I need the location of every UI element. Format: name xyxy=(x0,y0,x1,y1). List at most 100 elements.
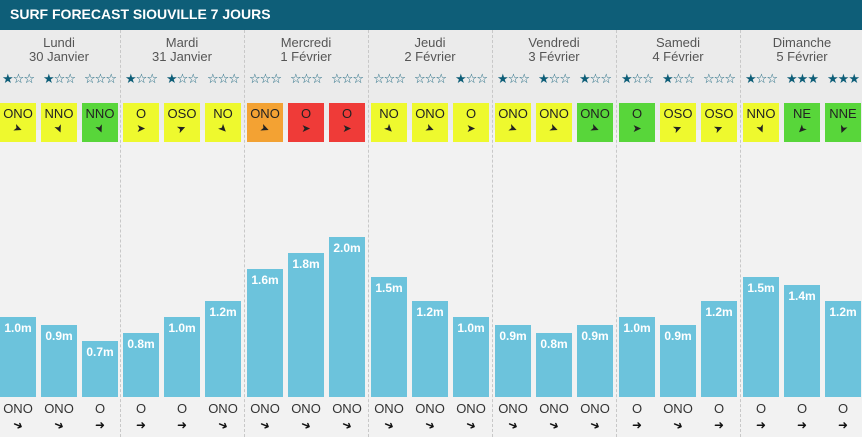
wind-direction-cell: O ➤ xyxy=(123,103,159,142)
star-rating: ★☆☆ xyxy=(43,72,76,87)
day-name: Samedi xyxy=(655,35,701,50)
wave-height-bar xyxy=(577,325,613,397)
swell-direction-label: ONO xyxy=(44,401,74,416)
day-divider xyxy=(492,30,493,437)
day-date: 30 Janvier xyxy=(29,49,89,64)
swell-direction-label: ONO xyxy=(539,401,569,416)
wave-height-label: 1.4m xyxy=(788,289,816,303)
wind-arrow-icon: ➤ xyxy=(423,120,437,137)
wind-direction-label: NO xyxy=(379,106,399,121)
day-name: Lundi xyxy=(43,35,75,50)
swell-direction-label: ONO xyxy=(291,401,321,416)
wave-height-label: 1.2m xyxy=(209,305,237,319)
wind-arrow-icon: ➤ xyxy=(632,122,642,135)
wave-height-label: 0.7m xyxy=(86,345,114,359)
wave-height-bar xyxy=(701,301,737,397)
wind-arrow-icon: ➤ xyxy=(92,122,109,136)
wave-height-bar xyxy=(205,301,241,397)
wind-arrow-icon: ➤ xyxy=(381,120,398,137)
day-divider xyxy=(740,30,741,437)
star-rating: ★☆☆ xyxy=(166,72,199,87)
swell-arrow-icon: ➜ xyxy=(176,418,188,432)
day-date: 5 Février xyxy=(776,49,828,64)
wave-height-bar xyxy=(247,269,283,397)
wave-height-bar xyxy=(164,317,200,397)
day-header: Lundi 30 Janvier xyxy=(0,36,118,64)
swell-direction-label: O xyxy=(176,401,188,416)
wave-height-label: 0.9m xyxy=(499,329,527,343)
wind-arrow-icon: ➤ xyxy=(547,120,561,137)
day-header: Vendredi 3 Février xyxy=(495,36,613,64)
swell-direction-label: ONO xyxy=(498,401,528,416)
star-rating: ★☆☆ xyxy=(662,72,695,87)
wind-arrow-icon: ➤ xyxy=(11,120,25,137)
wind-direction-cell: NNO ➤ xyxy=(743,103,779,142)
wind-direction-label: NNE xyxy=(829,106,857,121)
day-name: Mercredi xyxy=(280,35,332,50)
wind-arrow-icon: ➤ xyxy=(301,122,311,135)
swell-arrow-icon: ➜ xyxy=(298,416,314,434)
wave-height-bar xyxy=(784,285,820,397)
wind-arrow-icon: ➤ xyxy=(588,120,602,137)
wind-arrow-icon: ➤ xyxy=(712,120,726,137)
day-date: 2 Février xyxy=(404,49,456,64)
header-bar: SURF FORECAST SIOUVILLE 7 JOURS xyxy=(0,0,862,30)
swell-direction-label: O xyxy=(135,401,147,416)
wind-direction-cell: O ➤ xyxy=(329,103,365,142)
wind-direction-cell: OSO ➤ xyxy=(660,103,696,142)
wave-height-bar xyxy=(288,253,324,397)
wind-direction-cell: O ➤ xyxy=(288,103,324,142)
swell-direction-label: ONO xyxy=(374,401,404,416)
wind-direction-label: O xyxy=(465,106,477,121)
wind-direction-cell: OSO ➤ xyxy=(701,103,737,142)
wind-direction-label: NE xyxy=(792,106,812,121)
wind-direction-label: OSO xyxy=(704,106,734,121)
swell-arrow-icon: ➜ xyxy=(631,418,643,432)
wind-direction-cell: NO ➤ xyxy=(371,103,407,142)
swell-direction-label: O xyxy=(631,401,643,416)
wind-arrow-icon: ➤ xyxy=(215,120,232,137)
wave-height-label: 1.2m xyxy=(829,305,857,319)
swell-arrow-icon: ➜ xyxy=(10,416,26,434)
wave-height-bar xyxy=(495,325,531,397)
day-header: Jeudi 2 Février xyxy=(371,36,489,64)
wind-direction-cell: NNO ➤ xyxy=(41,103,77,142)
wave-height-label: 2.0m xyxy=(333,241,361,255)
swell-arrow-icon: ➜ xyxy=(546,416,562,434)
wave-height-label: 0.9m xyxy=(664,329,692,343)
wind-direction-label: O xyxy=(135,106,147,121)
day-name: Mardi xyxy=(165,35,199,50)
swell-arrow-icon: ➜ xyxy=(463,416,479,434)
wave-height-bar xyxy=(536,333,572,397)
wind-direction-cell: ONO ➤ xyxy=(495,103,531,142)
wave-height-bar xyxy=(329,237,365,397)
wind-direction-cell: ONO ➤ xyxy=(412,103,448,142)
star-rating: ☆☆☆ xyxy=(249,72,282,87)
wave-height-label: 1.2m xyxy=(416,305,444,319)
swell-direction-label: ONO xyxy=(415,401,445,416)
wind-arrow-icon: ➤ xyxy=(794,121,811,138)
day-divider xyxy=(616,30,617,437)
wind-arrow-icon: ➤ xyxy=(342,122,352,135)
swell-direction-label: ONO xyxy=(580,401,610,416)
swell-arrow-icon: ➜ xyxy=(796,418,808,432)
wave-height-bar xyxy=(371,277,407,397)
wind-direction-label: ONO xyxy=(498,106,528,121)
swell-direction-label: ONO xyxy=(456,401,486,416)
day-divider xyxy=(368,30,369,437)
wind-direction-cell: NO ➤ xyxy=(205,103,241,142)
wind-direction-label: NNO xyxy=(85,106,115,121)
star-rating: ★★★ xyxy=(786,72,819,87)
wind-direction-label: OSO xyxy=(663,106,693,121)
wave-height-bar xyxy=(453,317,489,397)
swell-direction-label: O xyxy=(94,401,106,416)
wave-height-bar xyxy=(619,317,655,397)
wave-height-label: 1.5m xyxy=(375,281,403,295)
wind-direction-cell: O ➤ xyxy=(453,103,489,142)
wind-arrow-icon: ➤ xyxy=(136,122,146,135)
swell-arrow-icon: ➜ xyxy=(422,416,438,434)
star-rating: ☆☆☆ xyxy=(207,72,240,87)
wave-height-label: 1.6m xyxy=(251,273,279,287)
wave-height-label: 1.0m xyxy=(457,321,485,335)
swell-arrow-icon: ➜ xyxy=(381,416,397,434)
